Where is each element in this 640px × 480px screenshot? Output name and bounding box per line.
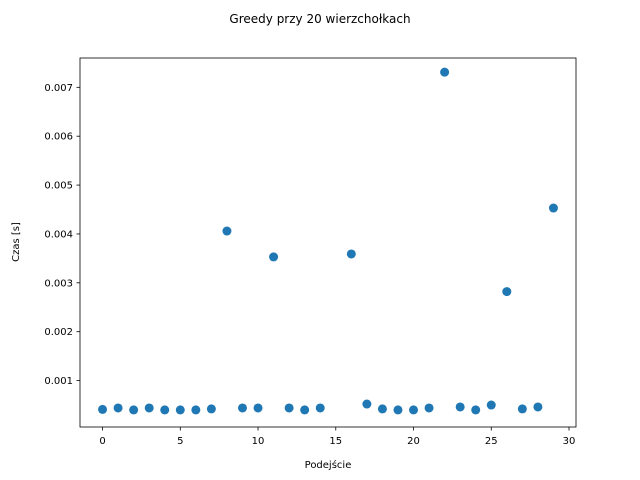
data-point bbox=[98, 404, 108, 414]
data-point bbox=[113, 403, 123, 413]
data-point bbox=[502, 287, 512, 297]
x-tick-label: 20 bbox=[407, 436, 420, 447]
data-point bbox=[440, 67, 450, 77]
x-tick-label: 10 bbox=[252, 436, 265, 447]
x-tick-label: 15 bbox=[329, 436, 342, 447]
data-point bbox=[175, 405, 185, 415]
plot-area bbox=[79, 57, 577, 428]
axes-frame bbox=[79, 57, 577, 428]
data-point bbox=[517, 404, 527, 414]
data-point bbox=[548, 203, 558, 213]
data-point bbox=[191, 405, 201, 415]
data-point bbox=[129, 405, 139, 415]
x-tick-label: 5 bbox=[177, 436, 183, 447]
data-point bbox=[533, 402, 543, 412]
x-axis-label: Podejście bbox=[305, 459, 352, 471]
y-axis-label: Czas [s] bbox=[11, 222, 22, 262]
data-point bbox=[206, 404, 216, 414]
data-point bbox=[144, 403, 154, 413]
y-tick-label: 0.006 bbox=[44, 132, 73, 143]
data-point bbox=[237, 403, 247, 413]
data-point bbox=[346, 249, 356, 259]
data-point bbox=[269, 252, 279, 262]
y-tick-label: 0.007 bbox=[44, 83, 73, 94]
x-tick-label: 0 bbox=[99, 436, 105, 447]
data-point bbox=[284, 403, 294, 413]
chart-title: Greedy przy 20 wierzchołkach bbox=[229, 12, 410, 26]
y-tick-label: 0.003 bbox=[44, 278, 73, 289]
data-point bbox=[160, 405, 170, 415]
data-point bbox=[424, 403, 434, 413]
data-point bbox=[471, 405, 481, 415]
data-point bbox=[300, 405, 310, 415]
y-axis: 0.001 0.002 0.003 0.004 0.005 0.006 0.007 bbox=[44, 83, 80, 387]
data-point bbox=[315, 403, 325, 413]
y-tick-label: 0.004 bbox=[44, 229, 73, 240]
data-markers bbox=[98, 67, 558, 415]
data-point bbox=[409, 405, 419, 415]
data-point bbox=[362, 399, 372, 409]
data-point bbox=[222, 226, 232, 236]
data-point bbox=[377, 404, 387, 414]
data-point bbox=[393, 405, 403, 415]
x-tick-label: 30 bbox=[563, 436, 576, 447]
y-tick-label: 0.001 bbox=[44, 376, 73, 387]
data-point bbox=[486, 400, 496, 410]
y-tick-label: 0.005 bbox=[44, 181, 73, 192]
data-point bbox=[253, 403, 263, 413]
x-tick-label: 25 bbox=[485, 436, 498, 447]
data-point bbox=[455, 402, 465, 412]
x-axis: 0 5 10 15 20 25 30 bbox=[99, 427, 575, 447]
y-tick-label: 0.002 bbox=[44, 327, 73, 338]
